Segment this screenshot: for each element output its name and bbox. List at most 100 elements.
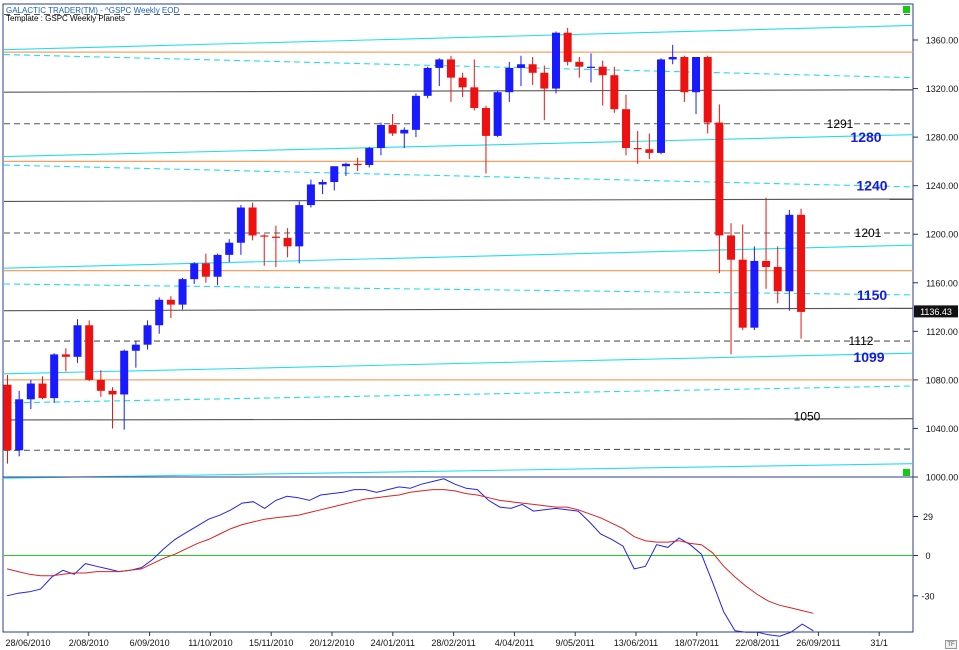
candle-body (236, 207, 245, 243)
planet-line-cyan (3, 134, 914, 158)
oscillator-line-osc_slow (6, 489, 814, 614)
time-axis: 28/06/2010 2/08/2010 6/09/2010 11/10/2010 15… (5, 632, 888, 648)
candle-body (143, 325, 152, 345)
sr-label-1112: 1112 (849, 334, 874, 348)
candle-body (120, 350, 129, 395)
planet-line-cyan (3, 24, 914, 51)
time-tick-label: 24/01/2011 (371, 638, 415, 648)
candle-body (610, 75, 619, 110)
candle-body (213, 254, 222, 277)
candle-body (435, 59, 444, 68)
candle-body (493, 92, 502, 136)
sr-label-1050: 1050 (794, 409, 821, 423)
candle-body (353, 163, 362, 166)
candle-body (225, 242, 234, 255)
planet-line-cyan (3, 244, 914, 269)
candle-body (3, 384, 12, 451)
time-tick-label: 2/08/2010 (69, 638, 109, 648)
candle-body (201, 263, 210, 277)
candle-body (528, 64, 537, 73)
candle-body (330, 166, 339, 183)
price-tick-label: 1360.00 (926, 36, 959, 46)
candle-body (131, 344, 140, 351)
planet-line-gray (3, 418, 914, 421)
price-tick-label: 1240.00 (926, 181, 959, 191)
sr-label-1240: 1240 (856, 178, 887, 194)
planet-line-cyan (3, 352, 914, 375)
planet-line-cyan (3, 283, 914, 296)
candle-body (271, 236, 280, 238)
candle-body (762, 260, 771, 267)
oscillator-panel-frame (2, 476, 914, 633)
oscillator-line-osc_fast (6, 478, 814, 637)
planet-line-cyan (3, 385, 914, 404)
candle-body (318, 182, 327, 185)
candle-body (785, 214, 794, 292)
price-tick-label: 1000.00 (926, 473, 959, 483)
candle-body (703, 56, 712, 123)
time-tick-label: 11/10/2010 (188, 638, 232, 648)
time-tick-label: 18/07/2011 (675, 638, 719, 648)
chart-header-template: Template : GSPC Weekly Planets (6, 14, 126, 23)
candle-body (633, 148, 642, 150)
candle-body (96, 379, 105, 391)
time-tick-label: 26/09/2011 (796, 638, 840, 648)
candle-body (85, 325, 94, 380)
candle-body (108, 390, 117, 395)
planet-line-gray (3, 89, 914, 93)
candle-body (166, 299, 175, 305)
time-tick-label: 6/09/2010 (130, 638, 170, 648)
candle-body (50, 354, 59, 399)
candle-body (38, 383, 47, 399)
time-tick-label: 15/11/2010 (249, 638, 293, 648)
candle-body (26, 383, 35, 400)
planet-line-cyan (3, 164, 914, 188)
time-tick-label: 22/08/2011 (735, 638, 779, 648)
time-tick-label: 31/1 (870, 638, 888, 648)
time-tick-label: 13/06/2011 (614, 638, 658, 648)
sr-label-1201: 1201 (855, 226, 882, 240)
candle-body (540, 72, 549, 89)
price-panel-frame (2, 3, 914, 478)
candle-body (295, 205, 304, 247)
candle-body (692, 56, 701, 93)
sr-label-1150: 1150 (857, 287, 888, 303)
candle-body (516, 64, 525, 68)
chart-header-title: GALACTIC TRADER(TM) - ^GSPC Weekly EOD (6, 6, 180, 15)
candle-body (563, 32, 572, 62)
tf-button[interactable]: TF (945, 640, 957, 649)
candle-body (715, 122, 724, 236)
candle-body (657, 59, 666, 153)
price-tick-label: 1280.00 (926, 133, 959, 143)
candle-body (575, 61, 584, 67)
oscillator-panel: 29 0 -30 (2, 476, 935, 637)
panel-resize-handle-bottom[interactable] (903, 469, 910, 476)
oscillator-axis: 29 0 -30 (913, 512, 935, 601)
sr-label-1280: 1280 (850, 129, 881, 145)
candle-body (598, 66, 607, 76)
candle-body (73, 325, 82, 357)
planet-line-gray (3, 198, 914, 202)
price-tick-label: 1040.00 (926, 424, 959, 434)
candle-body (680, 56, 689, 93)
time-tick-label: 20/12/2010 (309, 638, 354, 648)
planet-line-cyan (3, 54, 914, 79)
candle-body (248, 207, 257, 236)
price-tick-label: 1120.00 (926, 327, 958, 337)
candle-body (668, 56, 677, 60)
planet-line-gray (3, 307, 914, 312)
sr-label-1291: 1291 (827, 117, 854, 131)
panel-resize-handle-top[interactable] (903, 6, 910, 13)
oscillator-tick-label: 0 (925, 551, 930, 561)
candle-body (15, 399, 24, 451)
candle-body (400, 129, 409, 134)
last-price-badge (914, 305, 958, 318)
candle-body (388, 124, 397, 134)
candle-body (365, 148, 374, 166)
candle-body (155, 299, 164, 326)
price-tick-label: 1160.00 (926, 278, 958, 288)
candle-body (446, 59, 455, 78)
time-tick-label: 28/02/2011 (431, 638, 475, 648)
